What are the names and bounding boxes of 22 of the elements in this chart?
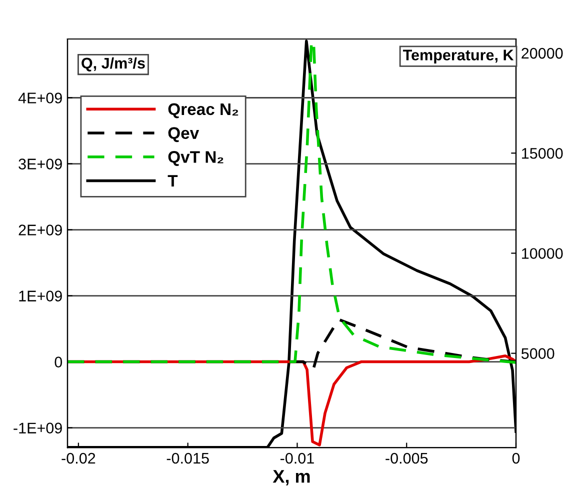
y-tick-label: 0 (54, 356, 62, 368)
legend-label: T (168, 175, 178, 187)
y2-tick-label: 10000 (522, 248, 563, 259)
y-tick-label: 2E+09 (18, 224, 62, 236)
y-axis-title: Q, J/m³/s (82, 57, 145, 72)
y-tick-label: 4E+09 (18, 92, 62, 104)
x-tick-label: 0 (512, 452, 520, 464)
x-tick-label: -0.005 (386, 452, 428, 464)
legend-label: Qev (168, 127, 200, 142)
y2-tick-label: 15000 (522, 148, 563, 159)
x-axis-title: X, m (272, 470, 310, 486)
x-tick-label: -0.01 (280, 452, 314, 464)
y2-tick-label: 5000 (521, 348, 554, 359)
legend-label: Qreac N₂ (168, 103, 238, 118)
y-tick-label: -1E+09 (14, 422, 62, 434)
y-tick-label: 3E+09 (18, 158, 62, 170)
y-tick-label: 1E+09 (19, 290, 62, 302)
y2-tick-label: 20000 (522, 48, 563, 59)
legend-label: QvT N₂ (168, 151, 224, 166)
y2-axis-title: Temperature, K (402, 50, 514, 64)
x-tick-label: -0.015 (166, 452, 209, 464)
x-tick-label: -0.02 (62, 452, 96, 464)
